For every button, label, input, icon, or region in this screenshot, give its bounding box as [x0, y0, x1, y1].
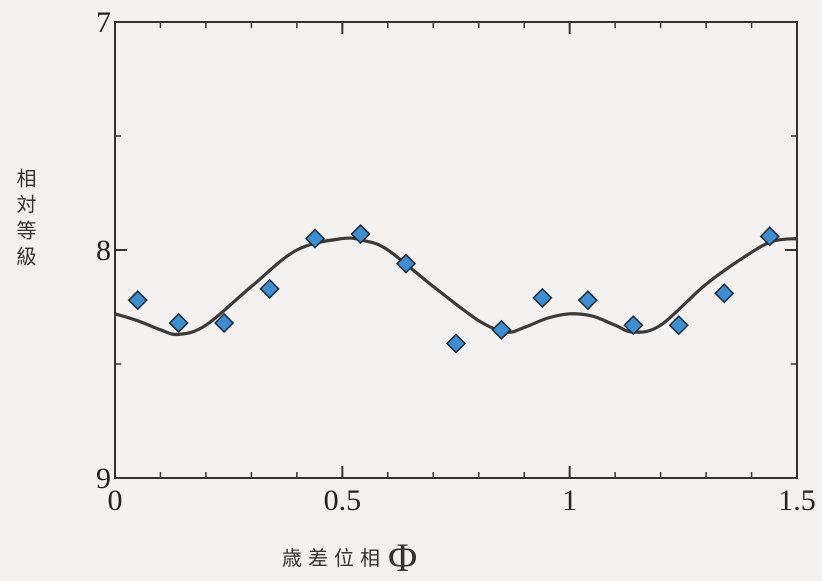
data-point	[623, 315, 644, 336]
axis-ticks	[114, 21, 798, 479]
data-point	[668, 315, 689, 336]
data-point	[304, 228, 326, 249]
plot-frame	[114, 21, 798, 479]
data-point	[350, 223, 371, 245]
data-point	[168, 312, 189, 334]
data-points	[127, 223, 780, 354]
y-tick-label: 8	[96, 234, 111, 267]
y-tick-label: 9	[96, 462, 111, 495]
phi-symbol: Φ	[388, 535, 418, 580]
data-point	[577, 290, 598, 311]
y-tick-label: 7	[96, 6, 111, 39]
tick-labels: 0 0.5 1 1.5 7 8 9	[96, 6, 816, 517]
x-axis-label-text: 歳差位相	[282, 546, 386, 570]
y-axis-label: 相対等級	[13, 168, 37, 272]
x-tick-label: 1.5	[778, 484, 816, 517]
data-point	[491, 319, 512, 340]
x-tick-label: 1	[562, 484, 577, 517]
data-point	[127, 290, 148, 311]
data-point	[214, 312, 235, 334]
x-tick-label: 0.5	[324, 484, 362, 517]
x-axis-label: 歳差位相Φ	[282, 534, 417, 581]
data-point	[714, 283, 735, 304]
data-point	[395, 253, 417, 274]
data-point	[259, 278, 280, 299]
data-point	[532, 287, 553, 308]
x-tick-label: 0	[108, 484, 123, 517]
data-point	[759, 226, 780, 247]
data-point	[445, 333, 467, 354]
